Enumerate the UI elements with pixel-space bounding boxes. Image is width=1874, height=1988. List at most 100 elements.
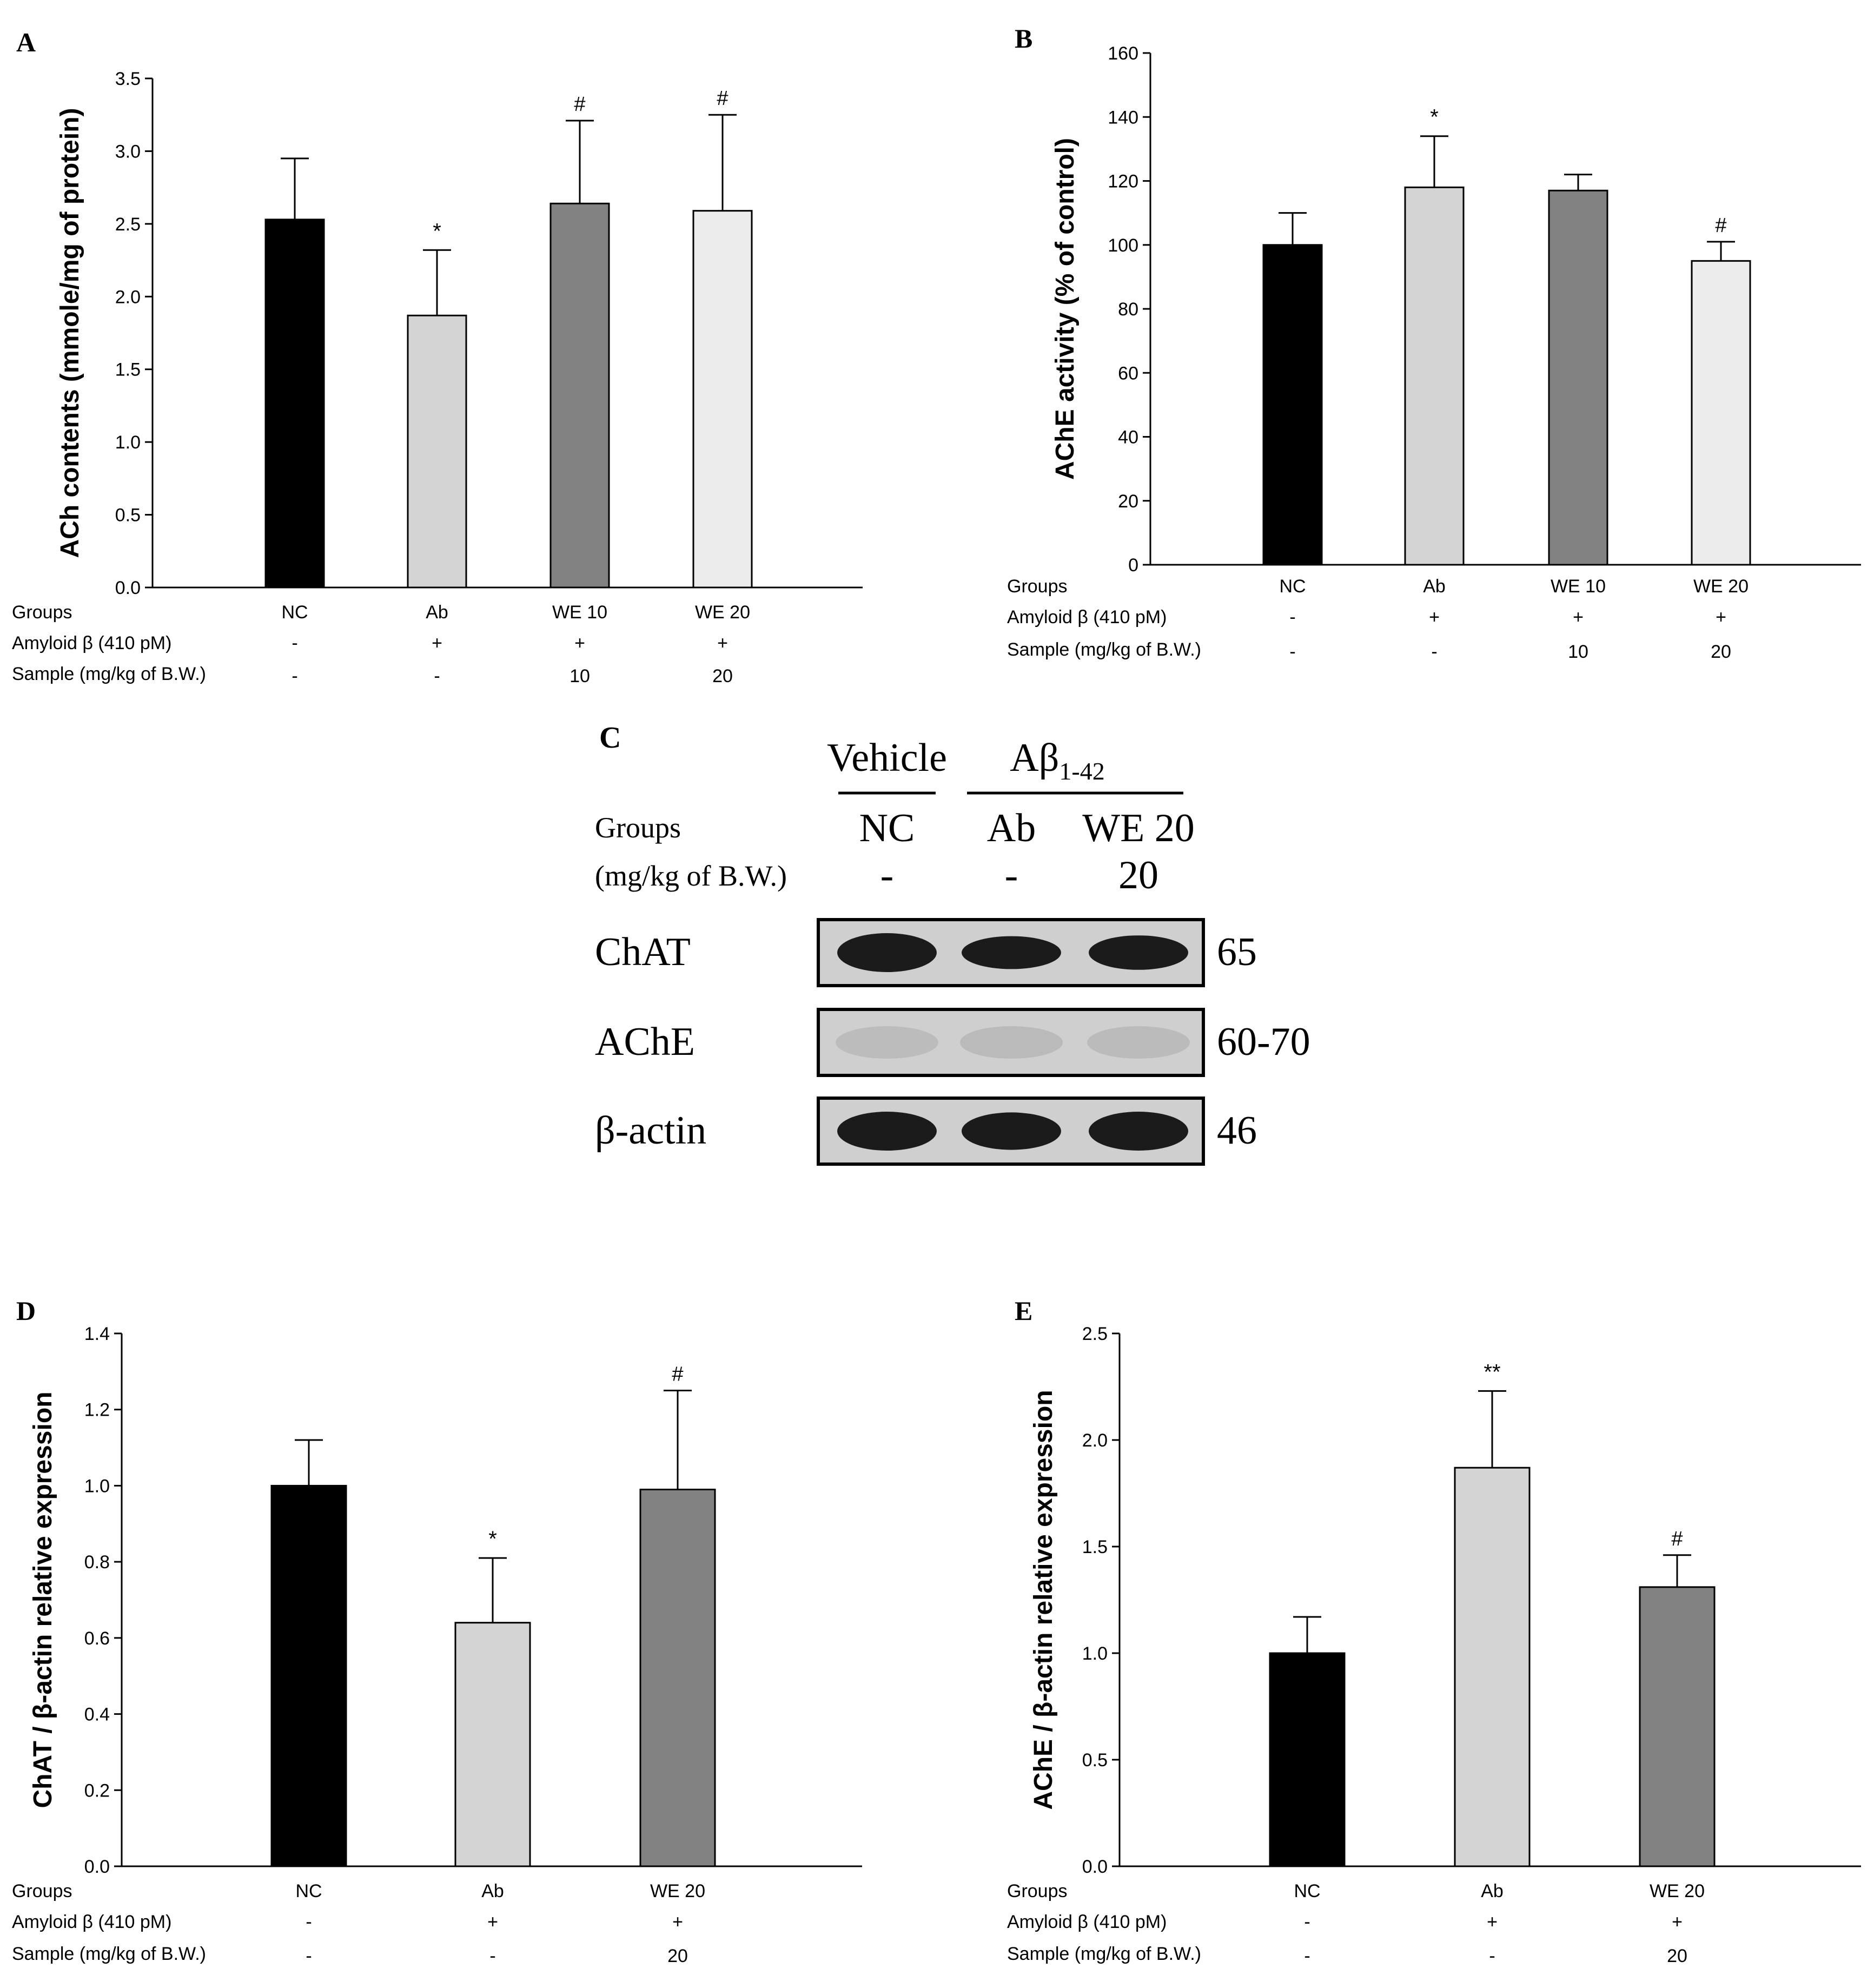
- y-tick-label: 3.5: [115, 69, 141, 89]
- row-label-amyloid: Amyloid β (410 pM): [12, 633, 171, 653]
- treatment-subscript: 1-42: [1059, 757, 1104, 785]
- sample-value: -: [434, 666, 440, 686]
- x-category-label: WE 20: [1650, 1881, 1705, 1901]
- y-tick-label: 40: [1118, 427, 1138, 448]
- y-tick-label: 3.0: [115, 141, 141, 162]
- row-label-groups: Groups: [1007, 576, 1068, 597]
- y-tick-label: 80: [1118, 299, 1138, 320]
- vehicle-header: Vehicle: [827, 736, 947, 780]
- protein-label: β-actin: [595, 1108, 706, 1153]
- y-tick-label: 1.0: [1082, 1643, 1108, 1664]
- row-label-amyloid: Amyloid β (410 pM): [1007, 1912, 1167, 1932]
- y-tick-label: 0.0: [84, 1857, 110, 1877]
- panel-label: B: [1015, 23, 1032, 54]
- bar: [407, 314, 467, 589]
- row-label-sample: Sample (mg/kg of B.W.): [1007, 639, 1201, 660]
- amyloid-value: -: [306, 1912, 312, 1932]
- panel-label: C: [599, 721, 621, 755]
- significance-mark: *: [488, 1527, 497, 1551]
- lane-label: Ab: [987, 806, 1036, 850]
- blot-dose-label: (mg/kg of B.W.): [595, 860, 787, 892]
- x-category-label: WE 20: [650, 1881, 705, 1901]
- y-tick-label: 140: [1108, 107, 1138, 128]
- amyloid-value: +: [672, 1912, 683, 1932]
- molecular-weight-label: 65: [1217, 930, 1257, 974]
- blot-band: [837, 933, 937, 972]
- y-tick-label: 0.8: [84, 1552, 110, 1573]
- y-tick-label: 0: [1128, 555, 1138, 576]
- bar: [270, 1484, 347, 1867]
- y-tick-label: 0.2: [84, 1780, 110, 1801]
- x-category-label: NC: [295, 1881, 322, 1901]
- y-axis-title: AChE activity (% of control): [1051, 138, 1080, 480]
- sample-value: -: [292, 666, 297, 686]
- lane-dose: -: [880, 853, 894, 897]
- bar: [1404, 186, 1465, 566]
- sample-value: 20: [1711, 642, 1731, 662]
- amyloid-value: +: [717, 633, 728, 653]
- y-tick-label: 0.0: [1082, 1857, 1108, 1877]
- significance-mark: #: [1671, 1528, 1683, 1550]
- bar: [1262, 244, 1323, 566]
- lane-label: NC: [859, 806, 915, 850]
- x-category-label: WE 20: [1693, 576, 1749, 597]
- y-tick-label: 1.0: [84, 1476, 110, 1496]
- amyloid-value: +: [487, 1912, 498, 1932]
- x-category-label: Ab: [1481, 1881, 1504, 1901]
- significance-mark: #: [1715, 214, 1726, 237]
- bar: [1269, 1652, 1346, 1867]
- amyloid-value: +: [1672, 1912, 1683, 1932]
- blot-band: [1089, 1112, 1188, 1151]
- bar: [549, 202, 610, 589]
- amyloid-value: +: [574, 633, 585, 653]
- x-category-label: WE 20: [695, 602, 750, 623]
- sample-value: 10: [570, 666, 590, 686]
- lane-label: WE 20: [1082, 806, 1195, 850]
- chart-panel-A: A 0.0 0.5 1.0 1.5 2.0 2.5 3.0 3.5 ACh contents (m…: [12, 27, 863, 686]
- chart-panel-D: D 0.0 0.2 0.4 0.6 0.8 1.0 1.2 1.4 ChAT / β-actin …: [12, 1296, 862, 1966]
- protein-label: AChE: [595, 1020, 695, 1064]
- blot-band: [837, 1112, 937, 1151]
- y-tick-label: 120: [1108, 171, 1138, 192]
- y-tick-label: 0.5: [1082, 1750, 1108, 1771]
- y-tick-label: 1.2: [84, 1400, 110, 1421]
- y-tick-label: 2.0: [115, 287, 141, 307]
- bar: [264, 219, 325, 589]
- panel-label: E: [1015, 1296, 1032, 1326]
- y-tick-label: 60: [1118, 363, 1138, 384]
- y-axis-title: ChAT / β-actin relative expression: [29, 1392, 57, 1808]
- sample-value: 20: [667, 1946, 688, 1966]
- row-label-sample: Sample (mg/kg of B.W.): [12, 1944, 206, 1964]
- sample-value: -: [306, 1946, 312, 1966]
- blot-band: [962, 936, 1061, 969]
- y-axis-title: AChE / β-actin relative expression: [1029, 1390, 1058, 1809]
- amyloid-value: -: [1289, 607, 1295, 628]
- x-category-label: Ab: [481, 1881, 504, 1901]
- y-tick-label: 2.5: [115, 214, 141, 235]
- row-label-groups: Groups: [12, 1881, 72, 1901]
- y-tick-label: 1.0: [115, 432, 141, 453]
- sample-value: -: [489, 1946, 495, 1966]
- significance-mark: #: [717, 87, 728, 110]
- significance-mark: *: [433, 219, 441, 243]
- bar: [1548, 189, 1608, 566]
- bar: [1691, 260, 1751, 566]
- row-label-groups: Groups: [12, 602, 72, 623]
- amyloid-value: +: [432, 633, 442, 653]
- row-label-sample: Sample (mg/kg of B.W.): [1007, 1944, 1201, 1964]
- row-label-sample: Sample (mg/kg of B.W.): [12, 664, 206, 684]
- row-label-groups: Groups: [1007, 1881, 1068, 1901]
- y-axis-title: ACh contents (mmole/mg of protein): [56, 108, 84, 558]
- panel-label: A: [16, 27, 36, 57]
- sample-value: 20: [1667, 1946, 1687, 1966]
- y-tick-label: 0.0: [115, 578, 141, 598]
- sample-value: -: [1289, 642, 1295, 662]
- bar: [639, 1488, 716, 1867]
- blot-band: [960, 1026, 1063, 1059]
- amyloid-value: +: [1487, 1912, 1498, 1932]
- sample-value: -: [1489, 1946, 1495, 1966]
- panel-label: D: [16, 1296, 36, 1326]
- row-label-amyloid: Amyloid β (410 pM): [12, 1912, 171, 1932]
- y-tick-label: 2.0: [1082, 1430, 1108, 1451]
